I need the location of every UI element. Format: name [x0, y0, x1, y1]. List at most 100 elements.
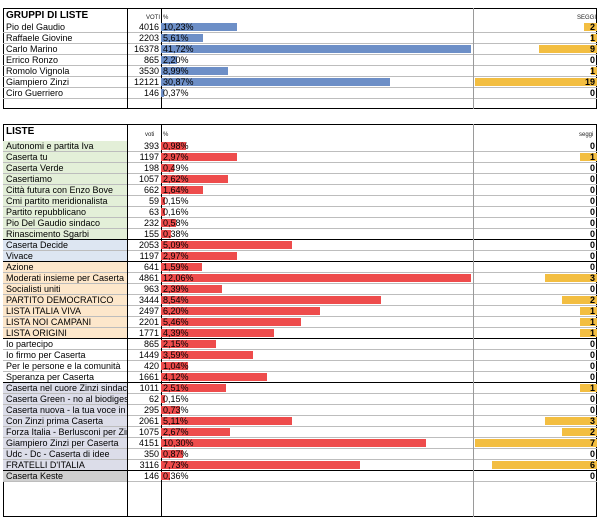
row-background	[3, 196, 127, 207]
seats-bar	[562, 296, 597, 304]
table-row: Caserta Keste 146 0,36% 0	[0, 470, 600, 482]
row-votes: 641	[143, 262, 159, 272]
row-background	[3, 284, 127, 295]
row-name: LISTA ITALIA VIVA	[6, 306, 82, 316]
liste-votes-header: voti	[145, 132, 155, 138]
row-gridline	[3, 206, 597, 207]
row-seats-cell: 0	[473, 284, 597, 295]
percent-bar	[161, 56, 178, 64]
row-name: Io partecipo	[6, 339, 54, 349]
row-seats: 0	[589, 251, 595, 261]
percent-bar	[161, 406, 180, 414]
row-seats-cell: 0	[473, 471, 597, 482]
row-background	[3, 141, 127, 152]
row-seats-cell: 0	[473, 229, 597, 240]
row-background	[3, 306, 127, 317]
row-gridline	[3, 404, 597, 405]
seats-bar	[590, 67, 597, 75]
row-votes: 146	[143, 471, 159, 481]
row-percent: 2,67%	[163, 427, 189, 437]
row-votes: 59	[148, 196, 159, 206]
row-percent-cell: 5,46%	[161, 317, 473, 328]
table-row: Città futura con Enzo Bove 662 1,64% 0	[0, 185, 600, 196]
row-votes: 3530	[138, 66, 159, 76]
percent-bar	[161, 23, 237, 31]
percent-bar	[161, 428, 230, 436]
row-percent: 2,51%	[163, 383, 189, 393]
table-row: Per le persone e la comunità 420 1,04% 0	[0, 361, 600, 372]
row-background	[3, 262, 127, 273]
row-gridline	[3, 65, 597, 66]
seats-bar	[475, 439, 597, 447]
row-seats: 1	[589, 317, 595, 327]
row-name: Giampiero Zinzi	[6, 77, 70, 87]
row-seats-cell: 7	[473, 438, 597, 449]
seats-bar	[579, 153, 597, 161]
row-name: Per le persone e la comunità	[6, 361, 121, 371]
row-name: Caserta Decide	[6, 240, 69, 250]
row-gridline	[3, 43, 597, 44]
col-divider-votes	[127, 124, 128, 517]
row-gridline	[3, 316, 597, 317]
row-name: Moderati insieme per Caserta	[6, 273, 125, 283]
row-percent-cell: 5,11%	[161, 416, 473, 427]
row-percent: 0,87%	[163, 449, 189, 459]
percent-bar	[161, 318, 302, 326]
row-gridline	[3, 173, 597, 174]
row-gridline	[3, 481, 597, 482]
row-votes: 16378	[133, 44, 159, 54]
table-row: Caserta tu 1197 2,97% 1	[0, 152, 600, 163]
row-percent-cell: 5,09%	[161, 240, 473, 251]
row-percent-cell: 8,54%	[161, 295, 473, 306]
table-row: Con Zinzi prima Caserta 2061 5,11% 3	[0, 416, 600, 427]
row-percent-cell: 2,97%	[161, 152, 473, 163]
row-seats: 7	[589, 438, 595, 448]
percent-bar	[161, 362, 188, 370]
row-background	[3, 339, 127, 350]
table-row: Romolo Vignola 3530 8,99% 1	[0, 66, 600, 77]
row-name: Caserta Keste	[6, 471, 64, 481]
row-seats-cell: 0	[473, 240, 597, 251]
row-gridline	[3, 250, 597, 251]
percent-bar	[161, 208, 166, 216]
row-votes: 1449	[138, 350, 159, 360]
row-background	[3, 240, 127, 251]
row-gridline	[3, 98, 597, 99]
table-row: Autonomi e partita Iva 393 0,98% 0	[0, 141, 600, 152]
row-background	[3, 273, 127, 284]
row-seats-cell: 19	[473, 77, 597, 88]
row-votes: 662	[143, 185, 159, 195]
row-background	[3, 163, 127, 174]
row-seats: 0	[589, 405, 595, 415]
seats-bar	[579, 318, 597, 326]
row-background	[3, 405, 127, 416]
seats-bar	[539, 45, 597, 53]
row-name: Errico Ronzo	[6, 55, 59, 65]
row-seats: 0	[589, 174, 595, 184]
row-name: Speranza per Caserta	[6, 372, 95, 382]
percent-bar	[161, 89, 164, 97]
row-seats: 0	[589, 394, 595, 404]
percent-bar	[161, 241, 292, 249]
row-votes: 2497	[138, 306, 159, 316]
row-votes: 146	[143, 88, 159, 98]
row-percent: 2,62%	[163, 174, 189, 184]
row-seats-cell: 3	[473, 273, 597, 284]
row-name: PARTITO DEMOCRATICO	[6, 295, 114, 305]
row-name: Partito repubblicano	[6, 207, 87, 217]
table-row: Io partecipo 865 2,15% 0	[0, 338, 600, 350]
row-votes: 1771	[138, 328, 159, 338]
percent-bar	[161, 230, 171, 238]
row-seats-cell: 0	[473, 262, 597, 273]
row-seats-cell: 0	[473, 55, 597, 66]
row-seats: 0	[589, 196, 595, 206]
row-votes: 350	[143, 449, 159, 459]
row-name: Rinascimento Sgarbi	[6, 229, 90, 239]
row-seats: 0	[589, 229, 595, 239]
row-name: Giampiero Zinzi per Caserta	[6, 438, 119, 448]
row-seats: 1	[589, 152, 595, 162]
row-percent: 0,49%	[163, 163, 189, 173]
row-percent: 2,15%	[163, 339, 189, 349]
row-background	[3, 350, 127, 361]
